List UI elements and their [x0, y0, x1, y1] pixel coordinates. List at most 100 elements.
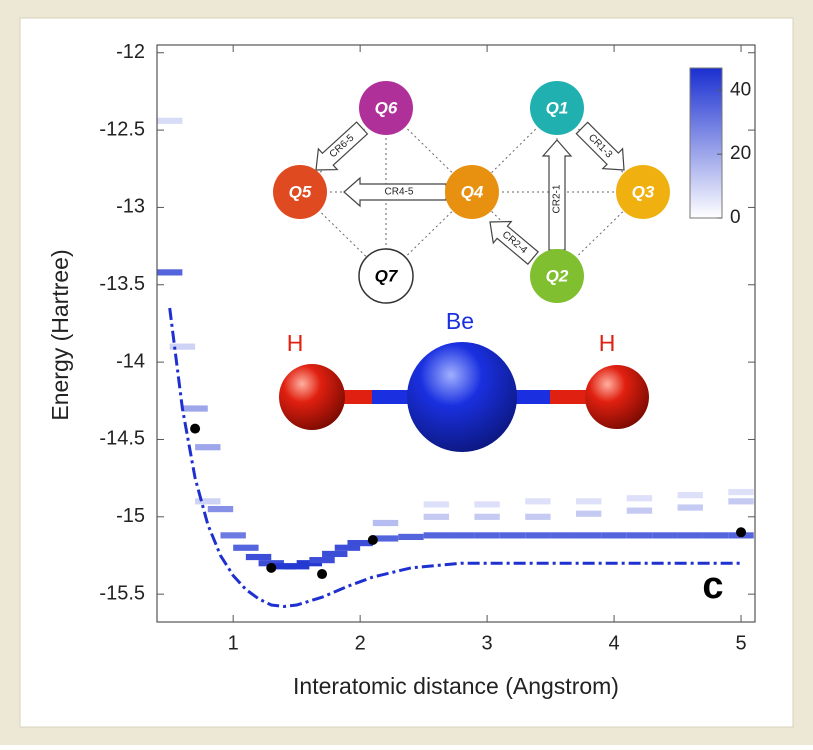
heat-cell [626, 495, 653, 502]
atom [407, 342, 517, 452]
heat-cell [575, 532, 602, 539]
node-label: Q5 [289, 182, 312, 201]
colorbar-tick-label: 40 [730, 79, 751, 100]
heat-cell [525, 498, 551, 505]
x-axis-label: Interatomic distance (Angstrom) [293, 673, 619, 699]
axes-box [156, 44, 756, 623]
point [317, 569, 328, 580]
heat-cell [423, 513, 450, 520]
heat-cell [398, 533, 424, 541]
x-tick-label: 1 [228, 632, 239, 654]
heat-cell [474, 501, 500, 508]
heat-cell [601, 532, 627, 539]
atom-label: Be [446, 308, 474, 334]
heat-cell [423, 532, 450, 539]
x-tick-label: 3 [482, 632, 493, 654]
y-tick-label: -12.5 [99, 118, 145, 140]
arrow-label: CR4-5 [385, 187, 414, 198]
heat-cell [626, 532, 653, 539]
arrow-shape [489, 220, 539, 265]
heat-cell [499, 532, 526, 539]
heat-cell [525, 513, 551, 520]
heat-cell [423, 501, 450, 508]
heat-cell [525, 532, 551, 539]
heat-cell [334, 544, 361, 551]
arrow-shape [575, 121, 625, 171]
diagram-node [530, 249, 584, 303]
heat-cell [372, 519, 399, 527]
plot: 1 2 3 4 5 -12 -12.5 -13 -13.5 -14 -14.5 -15 -15.5 Int… [47, 41, 756, 699]
heat-cell [728, 488, 754, 496]
heat-cell [677, 532, 703, 539]
bond [550, 390, 595, 404]
point [266, 562, 277, 573]
heat-cell [474, 532, 500, 539]
panel [19, 17, 794, 728]
arrow-shape [541, 139, 573, 251]
heat-cell [677, 492, 703, 499]
arrow-label: CR2-1 [552, 184, 563, 213]
heat-cell [233, 544, 259, 551]
heat-cell [157, 117, 183, 124]
node-label: Q1 [546, 98, 569, 117]
diagram-node [358, 248, 414, 304]
atom-label: H [287, 330, 304, 356]
heat-cell [474, 513, 500, 520]
heat-cell [652, 532, 678, 539]
heat-cell [575, 498, 602, 505]
y-tick-label: -14 [116, 350, 145, 372]
heat-cell [195, 498, 221, 505]
diagram-node [616, 165, 670, 219]
y-axis-label: Energy (Hartree) [47, 249, 73, 420]
point [190, 423, 201, 434]
heat-cell [220, 532, 246, 539]
panel-label: c [702, 565, 723, 607]
node-label: Q6 [375, 98, 398, 117]
atom [279, 364, 345, 430]
heat-cell [575, 510, 602, 517]
heat-cell [702, 532, 729, 539]
heat-cell [207, 505, 234, 513]
arrow-shape [315, 121, 369, 171]
node-label: Q4 [461, 182, 484, 201]
heat-cell [157, 269, 183, 276]
node-label: Q3 [632, 182, 655, 201]
heat-cell [169, 343, 196, 350]
diagram-node [359, 81, 413, 135]
heat-cell [677, 504, 703, 511]
x-tick-label: 4 [609, 632, 620, 654]
heat-cell [309, 557, 335, 564]
node-label: Q2 [546, 266, 569, 285]
heat-cell [322, 550, 348, 558]
point [367, 535, 378, 546]
bond [372, 390, 417, 404]
y-tick-label: -13.5 [99, 273, 145, 295]
heat-cell [182, 405, 208, 412]
diagram-node [445, 165, 499, 219]
heat-cell [195, 444, 221, 451]
heat-cell [728, 498, 754, 505]
heat-cell [449, 532, 475, 539]
y-tick-label: -15.5 [99, 582, 145, 604]
colorbar [689, 67, 723, 219]
atom-label: H [599, 330, 616, 356]
y-tick-label: -13 [116, 196, 145, 218]
colorbar-tick-label: 20 [730, 143, 751, 164]
y-tick-label: -14.5 [99, 428, 145, 450]
heat-cell [550, 532, 576, 539]
x-tick-label: 2 [355, 632, 366, 654]
heat-cell [245, 553, 272, 561]
x-tick-label: 5 [735, 632, 746, 654]
diagram-arrow: CR4-5 [343, 176, 447, 208]
bond [508, 390, 553, 404]
heat-cell [372, 535, 399, 542]
atom [585, 365, 649, 429]
colorbar-tick-label: 0 [730, 207, 741, 228]
diagram-node [530, 81, 584, 135]
diagram-arrow: CR2-1 [541, 139, 573, 251]
curve [168, 307, 741, 609]
y-tick-label: -12 [116, 41, 145, 63]
node-label: Q7 [375, 266, 399, 285]
arrow-shape [343, 176, 447, 208]
